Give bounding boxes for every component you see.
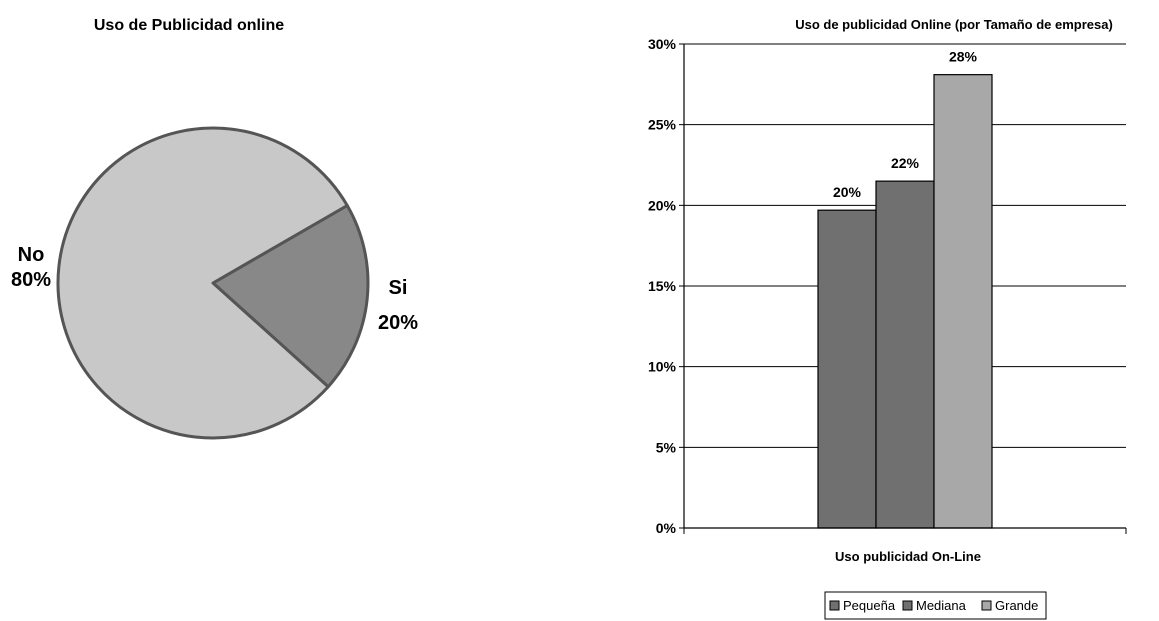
- bar-mediana: [875, 180, 935, 529]
- x-axis-label: Uso publicidad On-Line: [835, 549, 981, 564]
- bar-label-grande: 28%: [949, 49, 978, 65]
- y-tick-label: 10%: [648, 359, 677, 375]
- y-tick-label: 0%: [656, 520, 677, 536]
- bar-title: Uso de publicidad Online (por Tamaño de …: [795, 17, 1113, 32]
- pie-slice-no: [56, 126, 349, 440]
- y-tick-label: 15%: [648, 278, 677, 294]
- bar-pequena: [817, 209, 877, 529]
- legend-label-pequena: Pequeña: [843, 598, 896, 613]
- legend-swatch-mediana: [902, 600, 913, 611]
- legend-swatch-grande: [981, 600, 992, 611]
- legend-label-grande: Grande: [995, 598, 1038, 613]
- legend-swatch-pequena: [829, 600, 840, 611]
- bar-chart: Uso de publicidad Online (por Tamaño de …: [648, 17, 1127, 620]
- pie-label-si: Si: [389, 277, 408, 299]
- bar-label-pequena: 20%: [833, 184, 862, 200]
- legend-box: [824, 591, 1047, 620]
- pie-label-no: No: [18, 244, 45, 266]
- y-tick-label: 20%: [648, 197, 677, 213]
- y-tick-label: 5%: [656, 439, 677, 455]
- bars: [817, 74, 993, 529]
- pie-chart: Uso de Publicidad online Si 20% No 80%: [11, 17, 418, 440]
- pie-value-label-no: 80%: [11, 269, 51, 291]
- y-tick-label: 25%: [648, 117, 677, 133]
- y-tick-label: 30%: [648, 36, 677, 52]
- pie-title: Uso de Publicidad online: [94, 17, 284, 34]
- axes: [683, 44, 1127, 534]
- legend-label-mediana: Mediana: [916, 598, 967, 613]
- bar-data-labels: 20% 22% 28%: [833, 49, 978, 201]
- pie-value-label-si: 20%: [378, 312, 418, 334]
- bar-label-mediana: 22%: [891, 155, 920, 171]
- bar-grande: [933, 74, 993, 529]
- pie-labels: Si 20% No 80%: [11, 244, 418, 334]
- legend: Pequeña Mediana Grande: [824, 591, 1047, 620]
- pie-slices: [56, 126, 370, 440]
- y-axis-ticks: 0% 5% 10% 15% 20% 25% 30%: [648, 36, 684, 536]
- pie-slice-si: [211, 204, 370, 389]
